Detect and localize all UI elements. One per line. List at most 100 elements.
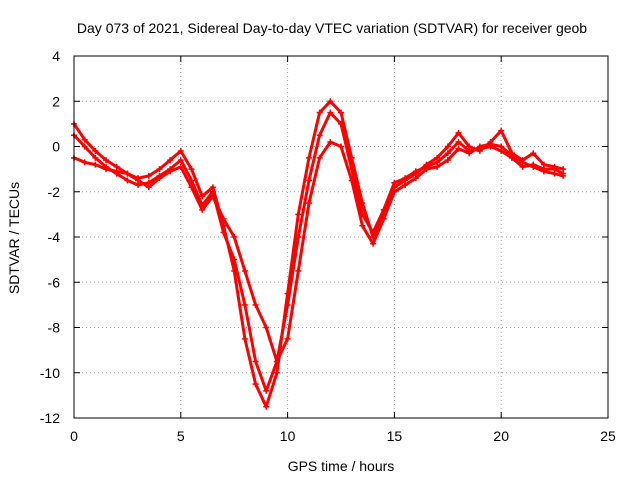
y-tick-label: -10 xyxy=(40,365,60,381)
data-point-marker xyxy=(284,335,291,342)
data-point-marker xyxy=(252,301,259,308)
data-point-marker xyxy=(455,129,462,136)
data-point-marker xyxy=(455,138,462,145)
x-tick-label: 10 xyxy=(280,428,296,444)
data-point-marker xyxy=(295,267,302,274)
data-point-marker xyxy=(113,168,120,175)
data-point-marker xyxy=(370,229,377,236)
data-point-marker xyxy=(412,168,419,175)
data-point-marker xyxy=(423,166,430,173)
data-point-marker xyxy=(135,177,142,184)
x-tick-label: 20 xyxy=(493,428,509,444)
x-tick-label: 15 xyxy=(387,428,403,444)
data-point-marker xyxy=(167,168,174,175)
data-point-marker xyxy=(167,157,174,164)
data-point-marker xyxy=(370,240,377,247)
data-point-marker xyxy=(380,215,387,222)
data-point-marker xyxy=(273,369,280,376)
data-point-marker xyxy=(338,143,344,150)
data-point-marker xyxy=(498,127,505,134)
data-point-marker xyxy=(92,148,99,155)
data-point-marker xyxy=(338,120,344,127)
data-point-marker xyxy=(327,138,334,145)
data-point-marker xyxy=(444,143,451,150)
data-point-marker xyxy=(188,184,195,191)
data-point-marker xyxy=(145,172,152,179)
series-line xyxy=(72,111,565,393)
data-point-marker xyxy=(519,159,526,166)
data-point-marker xyxy=(220,229,227,236)
data-point-marker xyxy=(177,163,184,170)
data-point-marker xyxy=(199,206,206,213)
data-point-marker xyxy=(145,184,152,191)
y-tick-label: 4 xyxy=(52,48,60,64)
data-point-marker xyxy=(412,175,419,182)
y-tick-label: -2 xyxy=(48,184,61,200)
y-tick-label: -8 xyxy=(48,320,61,336)
data-point-marker xyxy=(348,177,355,184)
data-point-marker xyxy=(508,152,515,159)
data-point-marker xyxy=(92,161,99,168)
data-point-marker xyxy=(466,150,473,157)
data-point-marker xyxy=(92,154,99,161)
data-point-marker xyxy=(487,141,494,148)
grid-layer xyxy=(74,56,608,418)
x-axis-label: GPS time / hours xyxy=(288,458,395,474)
data-point-marker xyxy=(231,234,238,240)
data-point-marker xyxy=(103,157,110,164)
data-point-marker xyxy=(156,175,163,182)
data-point-marker xyxy=(284,301,291,308)
data-point-marker xyxy=(551,170,558,177)
y-tick-label: -4 xyxy=(48,229,61,245)
x-tick-label: 0 xyxy=(70,428,78,444)
data-point-marker xyxy=(263,403,270,410)
data-point-marker xyxy=(199,193,206,200)
data-point-marker xyxy=(327,109,334,116)
data-point-marker xyxy=(498,143,505,150)
data-point-marker xyxy=(81,136,88,143)
data-point-marker xyxy=(316,109,323,116)
y-tick-label: 2 xyxy=(52,93,60,109)
data-point-marker xyxy=(476,143,483,150)
data-point-marker xyxy=(305,154,312,161)
y-tick-label: -12 xyxy=(40,410,60,426)
data-point-marker xyxy=(177,148,184,155)
data-point-marker xyxy=(338,109,344,116)
data-point-marker xyxy=(560,172,567,179)
data-point-marker xyxy=(273,358,280,365)
data-point-marker xyxy=(391,179,398,186)
data-point-marker xyxy=(81,159,88,166)
data-point-marker xyxy=(81,143,88,150)
data-point-marker xyxy=(124,177,131,184)
y-axis-label: SDTVAR / TECUs xyxy=(6,182,22,294)
data-point-marker xyxy=(530,163,537,170)
ticks-layer: 0 5 10 15 20 25 -12 -10 -8 -6 -4 -2 0 2 4 xyxy=(40,48,616,444)
data-point-marker xyxy=(220,215,227,222)
data-point-marker xyxy=(295,211,302,218)
data-point-marker xyxy=(316,132,323,139)
data-series-3 xyxy=(71,138,567,365)
data-point-marker xyxy=(188,166,195,173)
data-point-marker xyxy=(316,154,323,161)
y-tick-label: -6 xyxy=(48,274,61,290)
data-point-marker xyxy=(305,200,312,207)
data-point-marker xyxy=(540,168,547,175)
data-point-marker xyxy=(252,358,259,365)
data-point-marker xyxy=(241,267,248,274)
x-tick-label: 5 xyxy=(177,428,185,444)
data-point-marker xyxy=(402,181,409,188)
data-point-marker xyxy=(156,166,163,173)
data-point-marker xyxy=(252,381,259,388)
data-point-marker xyxy=(402,175,409,182)
data-point-marker xyxy=(103,166,110,173)
data-point-marker xyxy=(295,234,302,240)
data-point-marker xyxy=(327,98,334,105)
y-tick-label: 0 xyxy=(52,139,60,155)
data-series-2 xyxy=(71,109,567,394)
x-tick-label: 25 xyxy=(600,428,616,444)
data-point-marker xyxy=(231,256,238,263)
data-point-marker xyxy=(444,150,451,157)
data-point-marker xyxy=(263,324,270,331)
data-point-marker xyxy=(241,301,248,308)
